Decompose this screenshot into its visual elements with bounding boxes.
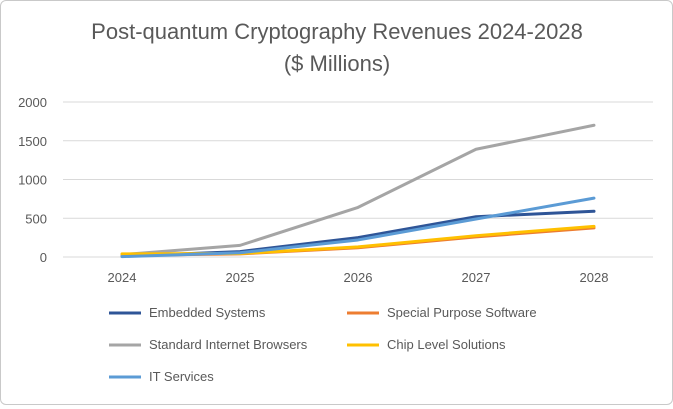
y-tick-label: 2000 <box>18 95 47 110</box>
series-line-5 <box>120 196 596 259</box>
legend: Embedded Systems Special Purpose Software… <box>109 305 537 384</box>
x-tick-label: 2025 <box>226 270 255 285</box>
x-tick-label: 2027 <box>462 270 491 285</box>
series-line-3 <box>120 123 596 257</box>
legend-entry: Standard Internet Browsers <box>149 337 308 352</box>
y-tick-label: 0 <box>40 250 47 265</box>
legend-entry: Special Purpose Software <box>387 305 537 320</box>
chart-subtitle: ($ Millions) <box>284 51 390 76</box>
y-axis: 0 500 1000 1500 2000 <box>18 95 47 265</box>
y-tick-label: 1000 <box>18 173 47 188</box>
x-axis: 2024 2025 2026 2027 2028 <box>108 270 609 285</box>
series-lines <box>120 123 596 259</box>
legend-entry: IT Services <box>149 369 214 384</box>
x-tick-label: 2024 <box>108 270 137 285</box>
legend-entry: Chip Level Solutions <box>387 337 506 352</box>
x-tick-label: 2028 <box>580 270 609 285</box>
y-tick-label: 500 <box>25 211 47 226</box>
x-tick-label: 2026 <box>344 270 373 285</box>
y-tick-label: 1500 <box>18 134 47 149</box>
chart-title: Post-quantum Cryptography Revenues 2024-… <box>91 19 583 44</box>
legend-entry: Embedded Systems <box>149 305 266 320</box>
grid-lines <box>63 101 653 258</box>
